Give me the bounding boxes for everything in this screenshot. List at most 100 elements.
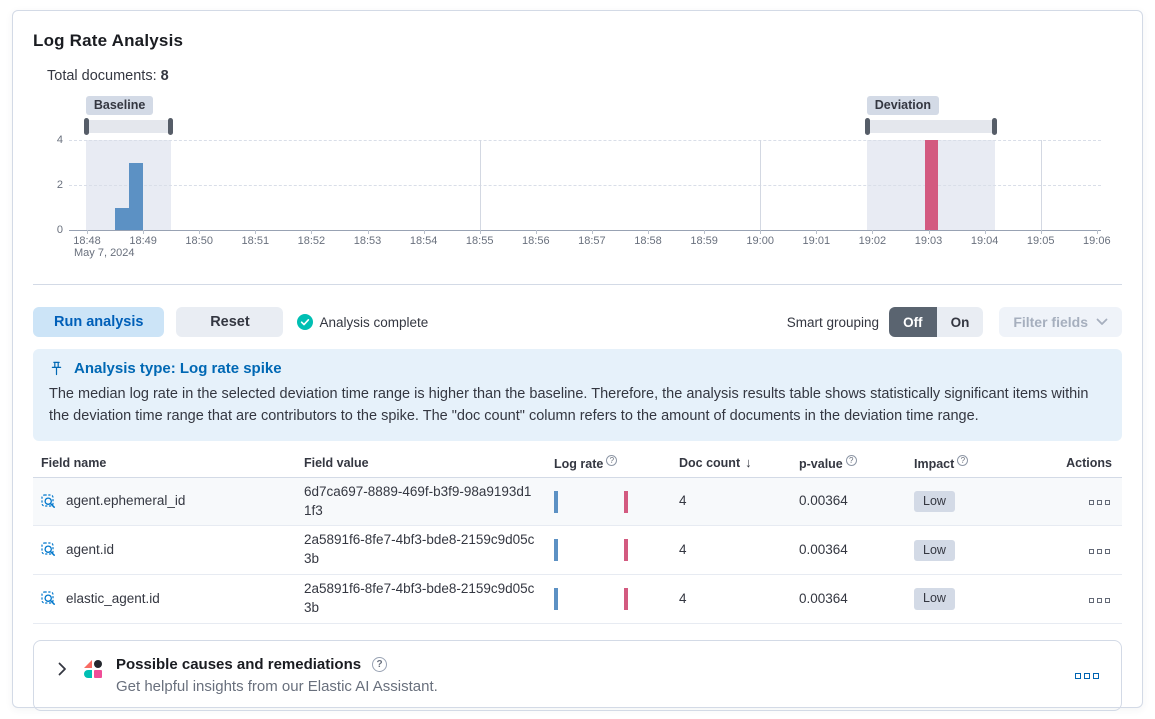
table-header-row: Field name Field value Log rate? Doc cou…	[33, 448, 1122, 478]
column-header-impact[interactable]: Impact?	[906, 448, 1016, 478]
possible-causes-panel: Possible causes and remediations ? Get h…	[33, 640, 1122, 711]
x-tickmark	[984, 230, 986, 234]
smart-grouping-on-button[interactable]: On	[936, 307, 984, 337]
x-tick-label: 19:00	[746, 235, 774, 247]
smart-grouping-label: Smart grouping	[786, 314, 880, 330]
x-tickmark	[423, 230, 425, 234]
analysis-status-label: Analysis complete	[319, 314, 429, 330]
chevron-right-icon	[58, 662, 66, 676]
document-count-histogram: Baseline Deviation 18:48 18:49 18:50 18:51 18:…	[33, 94, 1124, 264]
deviation-spark-bar	[624, 539, 628, 562]
baseline-spark-bar	[554, 588, 558, 611]
info-icon[interactable]: ?	[606, 454, 618, 466]
field-magnifier-icon[interactable]	[41, 591, 57, 607]
x-tick-label: 18:52	[297, 235, 326, 247]
x-tickmark	[816, 230, 818, 234]
field-magnifier-icon[interactable]	[41, 542, 57, 558]
p-value: 0.00364	[791, 525, 906, 576]
smart-grouping-off-button[interactable]: Off	[889, 307, 937, 337]
x-tick-label: 18:50	[185, 235, 213, 247]
x-tickmark	[648, 230, 649, 234]
x-tickmark	[479, 230, 481, 234]
x-tick-label: 18:58	[634, 235, 662, 247]
deviation-spark-bar	[624, 490, 628, 513]
total-documents: Total documents: 8	[47, 68, 1122, 84]
impact-badge: Low	[914, 588, 955, 610]
x-tick-label: 19:02	[858, 235, 887, 247]
baseline-spark-bar	[554, 490, 558, 513]
x-tick-label: 18:56	[522, 235, 550, 247]
row-actions-button[interactable]	[1084, 596, 1112, 605]
x-tickmark	[535, 230, 537, 234]
deviation-brush-handle-left[interactable]	[864, 118, 870, 135]
p-value: 0.00364	[791, 574, 906, 624]
x-tickmark	[591, 230, 593, 234]
analysis-type-callout: Analysis type: Log rate spike The median…	[33, 349, 1122, 441]
x-tick-label: 18:54	[409, 235, 438, 247]
ai-panel-subtitle: Get helpful insights from our Elastic AI…	[116, 678, 438, 695]
log-rate-mini-chart	[554, 537, 638, 563]
reset-button[interactable]: Reset	[176, 307, 284, 337]
baseline-spark-bar	[554, 539, 558, 562]
run-analysis-button[interactable]: Run analysis	[33, 307, 165, 337]
x-tick-label: 19:04	[970, 235, 999, 247]
x-tickmark	[928, 230, 930, 234]
ai-panel-title: Possible causes and remediations	[116, 656, 362, 673]
x-tickmark	[1040, 230, 1042, 234]
x-tickmark	[760, 230, 762, 234]
x-tickmark	[872, 230, 874, 234]
deviation-histogram-bar	[924, 140, 939, 230]
elastic-ai-assistant-icon	[84, 660, 102, 678]
baseline-badge: Baseline	[85, 96, 154, 115]
table-row: agent.id 2a5891f6-8fe7-4bf3-bde8-2159c9d0…	[33, 525, 1122, 576]
column-header-actions: Actions	[1016, 448, 1122, 478]
field-value: 2a5891f6-8fe7-4bf3-bde8-2159c9d05c3b	[304, 581, 535, 616]
impact-badge: Low	[914, 539, 955, 562]
info-icon[interactable]: ?	[957, 454, 969, 466]
deviation-brush[interactable]	[864, 118, 997, 135]
x-tick-label: 19:05	[1026, 235, 1055, 247]
gridline-19:05	[1040, 140, 1042, 230]
page-title: Log Rate Analysis	[33, 31, 184, 50]
x-tick-label: 19:06	[1083, 235, 1111, 247]
analysis-results-table: Field name Field value Log rate? Doc cou…	[33, 448, 1122, 625]
deviation-brush-handle-right[interactable]	[991, 118, 997, 135]
table-row: agent.ephemeral_id 6d7ca697-8889-469f-b3f…	[33, 477, 1122, 527]
check-in-circle-icon	[297, 314, 314, 330]
x-tickmark	[704, 230, 706, 234]
column-header-doc-count[interactable]: Doc count ↓	[671, 448, 791, 478]
expand-panel-button[interactable]	[54, 660, 70, 681]
log-rate-mini-chart	[554, 489, 638, 515]
callout-body: The median log rate in the selected devi…	[49, 386, 1089, 424]
question-in-circle-icon[interactable]: ?	[372, 657, 388, 672]
divider	[33, 284, 1122, 285]
table-row: elastic_agent.id 2a5891f6-8fe7-4bf3-bde8-…	[33, 574, 1122, 624]
field-name: agent.ephemeral_id	[66, 493, 186, 509]
chevron-down-icon	[1096, 318, 1108, 325]
filter-fields-button[interactable]: Filter fields	[999, 307, 1122, 337]
baseline-brush[interactable]	[83, 118, 174, 135]
total-documents-label: Total documents:	[47, 68, 157, 84]
baseline-brush-handle-right[interactable]	[168, 118, 174, 135]
field-name: agent.id	[66, 541, 115, 557]
column-header-field-value[interactable]: Field value	[296, 448, 546, 478]
column-header-p-value[interactable]: p-value?	[791, 448, 906, 478]
baseline-brush-handle-left[interactable]	[83, 118, 89, 135]
y-tick-label: 4	[56, 134, 63, 146]
x-tick-label: 18:53	[353, 235, 382, 247]
column-header-field-name[interactable]: Field name	[33, 448, 296, 478]
panel-actions-button[interactable]	[1070, 671, 1101, 681]
row-actions-button[interactable]	[1084, 547, 1112, 556]
column-header-log-rate[interactable]: Log rate?	[546, 448, 671, 478]
x-tick-label: 18:48	[73, 235, 101, 247]
total-documents-value: 8	[160, 68, 169, 84]
smart-grouping-toggle: Off On	[889, 307, 984, 337]
field-name: elastic_agent.id	[66, 590, 160, 606]
info-icon[interactable]: ?	[845, 454, 857, 466]
baseline-histogram-bar	[115, 207, 129, 230]
field-magnifier-icon[interactable]	[41, 493, 57, 510]
filter-fields-label: Filter fields	[1013, 314, 1088, 330]
row-actions-button[interactable]	[1084, 498, 1112, 507]
x-tickmark	[1096, 230, 1098, 234]
y-tick-label: 0	[56, 224, 63, 236]
